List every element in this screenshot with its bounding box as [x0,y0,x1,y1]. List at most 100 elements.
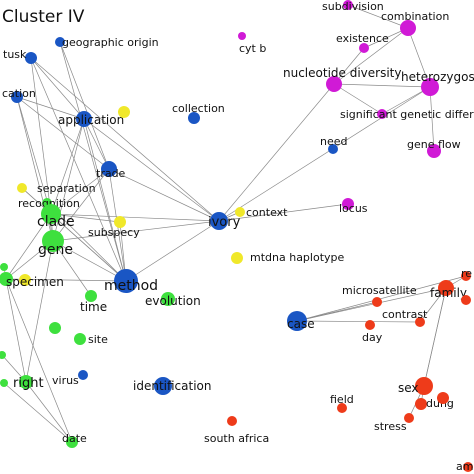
node-virus [78,370,88,380]
label-recognition: recognition [18,197,80,210]
edge-nucleotide-diversity-combination [333,27,409,85]
edge-case-family [296,287,447,322]
label-site: site [88,333,108,346]
label-tusk: tusk [3,48,27,61]
label-geographic-origin: geographic origin [62,36,159,49]
label-day: day [362,331,383,344]
label-family: family [430,286,467,300]
label-significant-genetic: significant genetic differenti [340,108,474,121]
label-south-africa: south africa [204,432,269,445]
edge-heterozygosity-combination [407,27,431,88]
edge-clade-specimen [5,213,52,280]
node-evolution [161,292,175,306]
edge-ivory-gene [52,220,220,242]
node-red-extra [461,295,471,305]
edge-method-gene [52,240,127,282]
node-green-left2 [0,351,6,359]
edge-tusk-method [30,57,127,282]
label-application: application [58,113,124,127]
edge-geographic-origin-method [59,41,127,282]
label-amb: amb [456,460,474,473]
label-field: field [330,393,354,406]
label-specimen: specimen [6,275,64,289]
node-method [114,269,138,293]
label-virus: virus [52,374,79,387]
node-contrast [415,317,425,327]
node-yellow-specimen [19,274,31,286]
edge-case-microsatellite [296,301,378,322]
edge-combination-existence [363,27,409,49]
edge-geographic-origin-trade [59,41,110,170]
node-cyt-b [238,32,246,40]
node-combination [400,20,416,36]
node-ivory [210,212,228,230]
label-separation: separation [37,182,96,195]
edge-specimen-date [5,278,73,443]
node-subdivision [343,0,353,10]
label-cyt-b: cyt b [239,42,266,55]
node-family [438,280,454,296]
node-separation [17,183,27,193]
label-evolution: evolution [145,294,201,308]
edge-application-method [83,118,127,282]
label-trade: trade [96,167,126,180]
node-gene-flow [427,144,441,158]
edge-application-trade [83,118,110,170]
label-microsatellite: microsatellite [342,284,417,297]
label-clade: clade [37,214,75,230]
label-gene: gene [38,242,73,258]
node-site [74,333,86,345]
node-time [85,290,97,302]
node-green-left3 [0,379,8,387]
node-green-site2 [49,322,61,334]
edge-layer [1,4,467,443]
edge-specimen-right [5,278,27,383]
label-existence: existence [336,32,389,45]
edge-clade-subspecy [50,213,121,223]
edge-application-clade [50,118,85,215]
label-case: case [287,317,315,331]
node-re [461,271,471,281]
node-amb [463,462,473,472]
label-mtdna-haplotype: mtdna haplotype [250,251,345,264]
edge-ivory-clade [50,213,220,222]
node-nucleotide-diversity [326,76,342,92]
edge-ivory-locus [218,203,349,222]
node-clade [41,204,61,224]
node-need [328,144,338,154]
edge-ivory-nucleotide-diversity [218,83,335,222]
edge-gene-right [25,240,54,383]
node-right [19,375,33,389]
edge-sex-family [423,287,447,387]
label-subspecy: subspecy [88,226,140,239]
label-combination: combination [381,10,449,23]
node-microsatellite [372,297,382,307]
node-day [365,320,375,330]
node-collection [188,112,200,124]
edge-trade-gene [52,168,110,242]
label-date: date [62,432,87,445]
node-case [287,311,307,331]
label-contrast: contrast [382,308,428,321]
label-need: need [320,135,348,148]
node-stress [404,413,414,423]
node-application [76,111,92,127]
edge-application-ivory [83,118,220,222]
label-ivory: ivory [208,215,241,230]
node-sex [415,377,433,395]
node-dung [415,398,427,410]
label-sex: sex [398,381,419,395]
node-gene [42,230,64,252]
edge-case-contrast [296,320,421,323]
label-locus: locus [339,202,368,215]
label-collection: collection [172,102,225,115]
node-heterozygosity [421,78,439,96]
node-yellow-app [118,106,130,118]
label-context: context [246,206,288,219]
node-specimen [0,272,13,286]
edge-ivory-heterozygosity [218,86,431,222]
label-re: re [461,267,472,280]
node-locus [342,198,354,210]
